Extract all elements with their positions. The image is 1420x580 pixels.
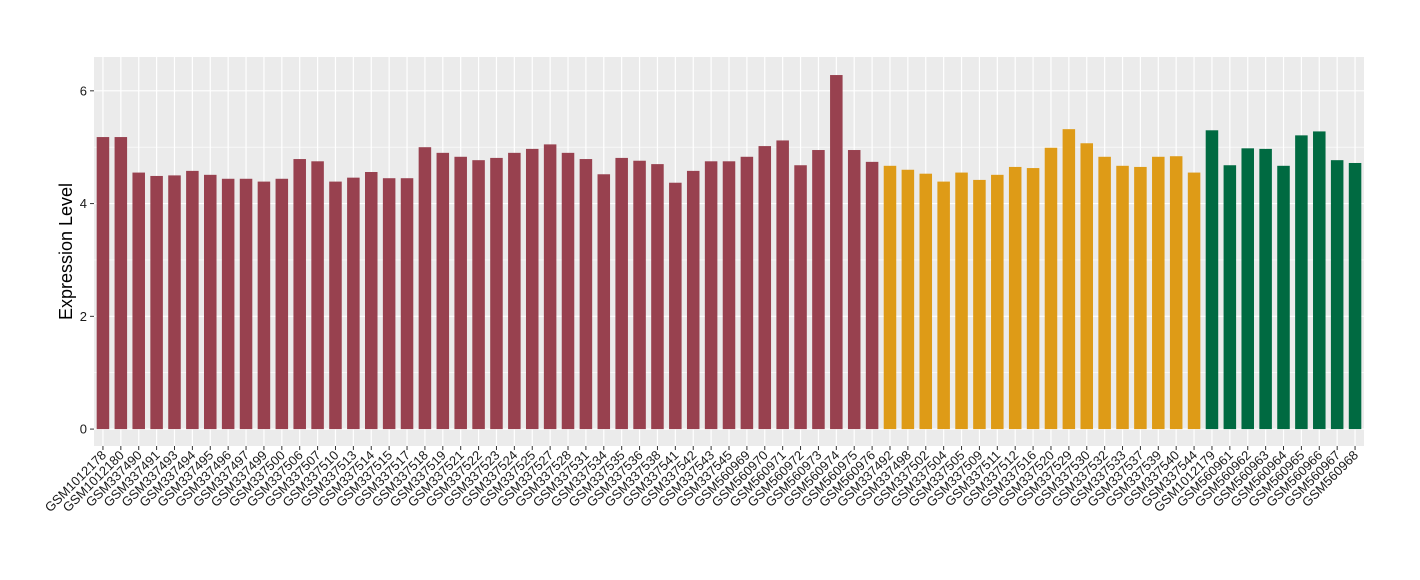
bar-gsm560961 (1223, 165, 1237, 430)
bar-gsm337528 (561, 152, 575, 430)
bar-gsm560966 (1313, 131, 1326, 430)
bar-gsm337522 (472, 160, 485, 430)
bar-gsm560963 (1259, 148, 1272, 430)
bar-gsm337504 (937, 181, 950, 430)
bar-gsm337530 (1080, 143, 1094, 430)
bar-gsm337493 (168, 175, 181, 430)
bar-gsm560965 (1295, 135, 1308, 430)
bar-gsm337536 (633, 160, 646, 430)
bar-gsm337537 (1134, 166, 1147, 430)
bar-gsm337543 (704, 161, 718, 430)
bar-gsm560962 (1241, 148, 1254, 430)
bars (96, 75, 1362, 430)
bar-gsm337513 (347, 177, 360, 430)
bar-gsm560976 (865, 161, 879, 430)
y-tick-label: 2 (80, 309, 87, 324)
bar-gsm560971 (776, 140, 789, 430)
bar-gsm337542 (686, 170, 700, 430)
bar-gsm337529 (1062, 129, 1076, 430)
bar-gsm337539 (1152, 156, 1165, 430)
y-tick-label: 0 (80, 422, 87, 437)
bar-gsm560967 (1330, 160, 1344, 430)
bar-gsm337534 (597, 174, 611, 430)
bar-gsm337502 (919, 173, 933, 430)
bar-gsm560964 (1277, 165, 1290, 430)
bar-gsm1012180 (114, 137, 128, 430)
bar-gsm337515 (382, 178, 396, 430)
bar-gsm337498 (901, 169, 915, 430)
y-tick-label: 4 (80, 196, 87, 211)
bar-gsm337531 (579, 159, 593, 430)
bar-gsm337494 (186, 170, 199, 430)
bar-gsm337499 (257, 181, 271, 430)
bar-gsm337492 (883, 165, 897, 430)
y-axis-title: Expression Level (56, 183, 76, 320)
bar-gsm337519 (436, 152, 450, 430)
y-tick-label: 6 (80, 83, 87, 98)
bar-gsm560973 (812, 150, 825, 430)
bar-gsm560974 (830, 75, 843, 430)
bar-gsm337520 (1044, 147, 1058, 430)
bar-gsm337532 (1098, 156, 1111, 430)
bar-gsm337521 (454, 156, 467, 430)
bar-gsm337511 (991, 174, 1004, 430)
bar-gsm337525 (525, 148, 539, 430)
bar-gsm337510 (329, 181, 342, 430)
bar-gsm337541 (669, 182, 682, 430)
bar-gsm560969 (740, 156, 754, 430)
bar-gsm1012178 (96, 137, 110, 430)
bar-gsm337505 (955, 172, 968, 430)
bar-gsm337496 (221, 178, 235, 430)
bar-gsm337516 (1026, 168, 1040, 430)
bar-gsm337544 (1187, 172, 1201, 430)
bar-gsm560975 (847, 150, 861, 430)
bar-gsm337535 (615, 157, 628, 430)
bar-gsm337538 (651, 164, 664, 430)
bar-gsm337495 (204, 174, 217, 430)
bar-gsm337517 (400, 178, 414, 430)
bar-gsm337533 (1116, 165, 1129, 430)
bar-gsm337540 (1169, 156, 1183, 430)
bar-gsm337524 (508, 152, 521, 430)
bar-gsm337500 (275, 178, 289, 430)
bar-gsm337509 (973, 179, 986, 430)
bar-gsm337512 (1008, 166, 1022, 430)
bar-gsm337523 (490, 157, 503, 430)
x-axis: GSM1012178GSM1012180GSM337490GSM337491GS… (42, 446, 1361, 515)
y-axis: 0 2 4 6 (80, 83, 94, 437)
bar-gsm337506 (293, 159, 306, 430)
bar-gsm560968 (1348, 162, 1362, 430)
bar-gsm337518 (418, 147, 432, 430)
bar-gsm337491 (150, 175, 163, 430)
bar-gsm337497 (239, 178, 253, 430)
bar-gsm1012179 (1205, 130, 1219, 430)
bar-gsm337527 (543, 144, 557, 430)
bar-gsm337545 (722, 161, 736, 430)
bar-gsm337507 (311, 161, 324, 430)
bar-gsm337490 (132, 172, 145, 430)
bar-gsm560970 (758, 146, 772, 430)
bar-gsm560972 (794, 165, 807, 430)
bar-gsm337514 (364, 172, 378, 430)
